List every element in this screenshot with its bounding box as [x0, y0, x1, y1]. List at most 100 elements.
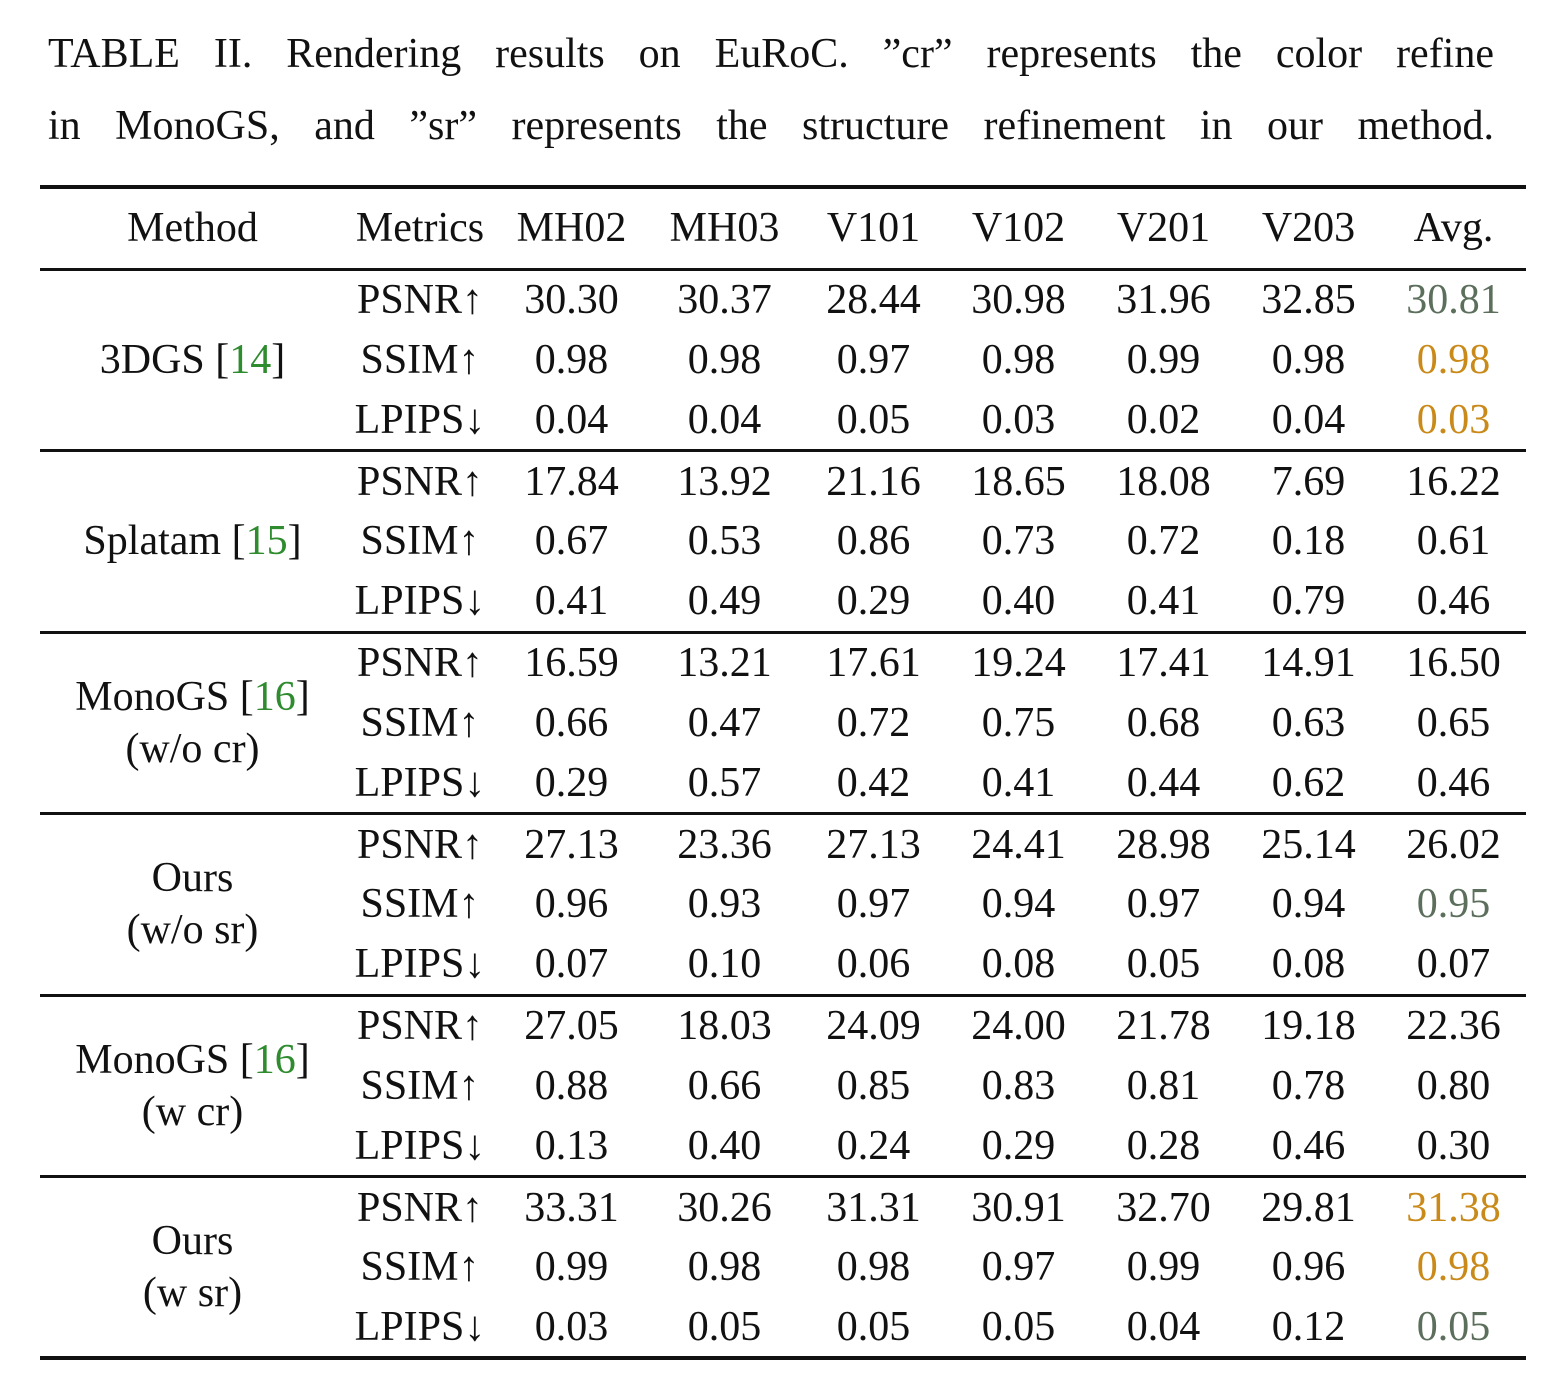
column-header-metrics: Metrics: [355, 205, 485, 252]
avg-cell: 0.80: [1416, 1062, 1491, 1109]
value-cell: 0.13: [534, 1122, 609, 1169]
value-cell: 30.30: [524, 277, 619, 323]
avg-cell: 16.22: [1406, 458, 1501, 505]
method-label: Ours: [151, 1218, 234, 1264]
value-cell: 0.41: [534, 578, 609, 624]
metric-cell: SSIM↑: [360, 1062, 480, 1109]
value-cell: 0.98: [981, 336, 1056, 383]
table-row: Ours (w/o sr) PSNR↑ 27.13 23.36 27.13 24.41 28.…: [40, 813, 1526, 953]
value-cell: 0.42: [836, 759, 911, 806]
table-row: LPIPS↓ 0.07 0.10 0.06 0.08 0.05 0.08 0.07: [40, 935, 1526, 996]
citation-close-bracket: ]: [287, 518, 302, 565]
value-cell: 0.07: [534, 941, 609, 987]
value-cell: 0.96: [534, 881, 609, 928]
metric-cell: PSNR↑: [356, 458, 484, 505]
value-cell: 33.31: [524, 1184, 619, 1231]
value-cell: 0.04: [687, 396, 762, 443]
value-cell: 30.91: [971, 1184, 1066, 1231]
value-cell: 17.84: [524, 458, 619, 505]
table-row: SSIM↑ 0.66 0.47 0.72 0.75 0.68 0.63 0.65: [40, 693, 1526, 754]
value-cell: 0.97: [836, 336, 911, 383]
value-cell: 13.92: [677, 458, 772, 505]
value-cell: 29.81: [1261, 1184, 1356, 1231]
value-cell: 14.91: [1261, 640, 1356, 686]
table-row: SSIM↑ 0.99 0.98 0.98 0.97 0.99 0.96 0.98: [40, 1237, 1526, 1298]
value-cell: 0.94: [981, 881, 1056, 928]
table-row: LPIPS↓ 0.41 0.49 0.29 0.40 0.41 0.79 0.46: [40, 572, 1526, 633]
value-cell: 30.98: [971, 277, 1066, 323]
method-cell: Ours (w/o sr): [40, 814, 345, 996]
metric-cell: LPIPS↓: [354, 396, 486, 443]
value-cell: 24.41: [971, 821, 1066, 868]
citation-link[interactable]: 16: [253, 1036, 296, 1083]
value-cell: 19.18: [1261, 1003, 1356, 1049]
value-cell: 27.13: [524, 821, 619, 868]
value-cell: 0.63: [1271, 699, 1346, 746]
avg-cell: 22.36: [1406, 1003, 1501, 1049]
avg-cell: 0.98: [1416, 1244, 1491, 1291]
value-cell: 0.66: [687, 1062, 762, 1109]
value-cell: 0.68: [1126, 699, 1201, 746]
value-cell: 0.97: [836, 881, 911, 928]
value-cell: 0.12: [1271, 1303, 1346, 1350]
value-cell: 0.99: [534, 1244, 609, 1291]
value-cell: 0.98: [687, 1244, 762, 1291]
value-cell: 30.37: [677, 277, 772, 323]
results-table: Method Metrics MH02 MH03 V101 V102 V201 V203 Avg…: [40, 185, 1526, 1360]
citation-link[interactable]: 15: [245, 518, 288, 565]
metric-cell: PSNR↑: [356, 821, 484, 868]
method-label: Splatam [: [83, 518, 246, 565]
value-cell: 25.14: [1261, 821, 1356, 868]
metric-cell: PSNR↑: [356, 1184, 484, 1231]
citation-close-bracket: ]: [295, 673, 310, 720]
value-cell: 32.85: [1261, 277, 1356, 323]
method-name: Ours: [40, 1215, 345, 1267]
value-cell: 18.08: [1116, 458, 1211, 505]
table-row: Ours (w sr) PSNR↑ 33.31 30.26 31.31 30.91 32.70…: [40, 1176, 1526, 1316]
value-cell: 0.81: [1126, 1062, 1201, 1109]
method-cell: MonoGS [16] (w cr): [40, 995, 345, 1177]
value-cell: 17.41: [1116, 640, 1211, 686]
value-cell: 0.03: [981, 396, 1056, 443]
value-cell: 18.65: [971, 458, 1066, 505]
citation-link[interactable]: 16: [253, 673, 296, 720]
column-header-v101: V101: [826, 205, 921, 252]
value-cell: 23.36: [677, 821, 772, 868]
table-row: LPIPS↓ 0.13 0.40 0.24 0.29 0.28 0.46 0.30: [40, 1116, 1526, 1177]
value-cell: 19.24: [971, 640, 1066, 686]
table-row: Splatam [15] PSNR↑ 17.84 13.92 21.16 18.65 18.…: [40, 450, 1526, 564]
method-cell: Ours (w sr): [40, 1177, 345, 1359]
caption-line-1: TABLE II. Rendering results on EuRoC. ”c…: [48, 31, 1494, 77]
value-cell: 0.05: [981, 1303, 1056, 1350]
method-label: MonoGS [: [75, 1036, 254, 1083]
avg-cell: 0.95: [1416, 881, 1491, 928]
value-cell: 0.67: [534, 518, 609, 565]
method-name: Ours: [40, 852, 345, 904]
value-cell: 0.06: [836, 941, 911, 987]
value-cell: 27.13: [826, 821, 921, 868]
metric-cell: LPIPS↓: [354, 759, 486, 806]
value-cell: 0.41: [981, 759, 1056, 806]
avg-cell: 0.03: [1416, 396, 1491, 443]
method-label: Ours: [151, 855, 234, 902]
avg-cell: 0.30: [1416, 1122, 1491, 1169]
value-cell: 30.26: [677, 1184, 772, 1231]
value-cell: 31.96: [1116, 277, 1211, 323]
metric-cell: LPIPS↓: [354, 1303, 486, 1350]
method-name: MonoGS [16]: [40, 671, 345, 723]
value-cell: 18.03: [677, 1003, 772, 1049]
table-row: LPIPS↓ 0.04 0.04 0.05 0.03 0.02 0.04 0.03: [40, 390, 1526, 451]
method-variant: (w sr): [142, 1270, 243, 1316]
value-cell: 0.44: [1126, 759, 1201, 806]
method-variant: (w cr): [141, 1088, 244, 1135]
avg-cell: 0.05: [1416, 1303, 1491, 1350]
value-cell: 16.59: [524, 640, 619, 686]
table-row: SSIM↑ 0.88 0.66 0.85 0.83 0.81 0.78 0.80: [40, 1056, 1526, 1117]
value-cell: 0.04: [1126, 1303, 1201, 1350]
table-row: MonoGS [16] (w cr) PSNR↑ 27.05 18.03 24.09 24.…: [40, 995, 1526, 1135]
value-cell: 0.08: [1271, 941, 1346, 987]
citation-link[interactable]: 14: [229, 336, 272, 383]
value-cell: 0.88: [534, 1062, 609, 1109]
metric-cell: PSNR↑: [356, 640, 484, 686]
table-row: SSIM↑ 0.67 0.53 0.86 0.73 0.72 0.18 0.61: [40, 511, 1526, 572]
